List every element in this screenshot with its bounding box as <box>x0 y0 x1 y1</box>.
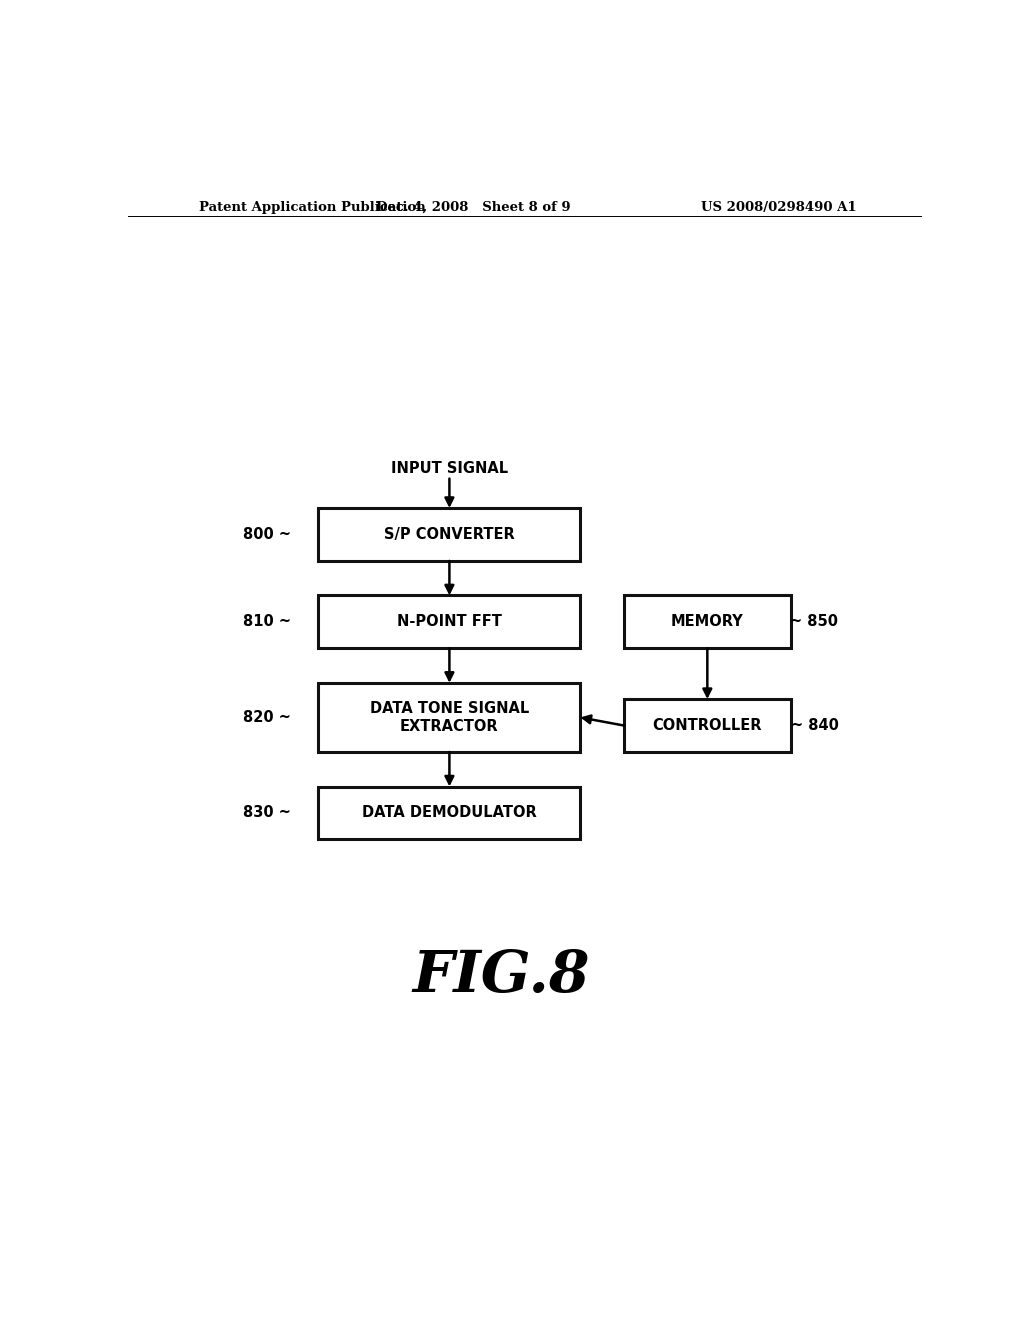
FancyBboxPatch shape <box>318 682 581 752</box>
Text: S/P CONVERTER: S/P CONVERTER <box>384 527 515 543</box>
FancyBboxPatch shape <box>318 595 581 648</box>
Text: Patent Application Publication: Patent Application Publication <box>200 201 426 214</box>
Text: ~ 840: ~ 840 <box>791 718 839 733</box>
Text: Dec. 4, 2008   Sheet 8 of 9: Dec. 4, 2008 Sheet 8 of 9 <box>376 201 570 214</box>
Text: N-POINT FFT: N-POINT FFT <box>397 614 502 630</box>
Text: MEMORY: MEMORY <box>671 614 743 630</box>
Text: 820 ~: 820 ~ <box>243 710 291 725</box>
Text: DATA TONE SIGNAL
EXTRACTOR: DATA TONE SIGNAL EXTRACTOR <box>370 701 529 734</box>
Text: 810 ~: 810 ~ <box>243 614 291 630</box>
FancyBboxPatch shape <box>318 508 581 561</box>
Text: 800 ~: 800 ~ <box>243 527 291 543</box>
Text: ~ 850: ~ 850 <box>791 614 839 630</box>
Text: INPUT SIGNAL: INPUT SIGNAL <box>391 461 508 475</box>
Text: 830 ~: 830 ~ <box>243 805 291 821</box>
FancyBboxPatch shape <box>624 700 791 752</box>
Text: CONTROLLER: CONTROLLER <box>652 718 762 733</box>
Text: FIG.8: FIG.8 <box>413 948 590 1005</box>
Text: US 2008/0298490 A1: US 2008/0298490 A1 <box>701 201 856 214</box>
Text: DATA DEMODULATOR: DATA DEMODULATOR <box>362 805 537 821</box>
FancyBboxPatch shape <box>624 595 791 648</box>
FancyBboxPatch shape <box>318 787 581 840</box>
